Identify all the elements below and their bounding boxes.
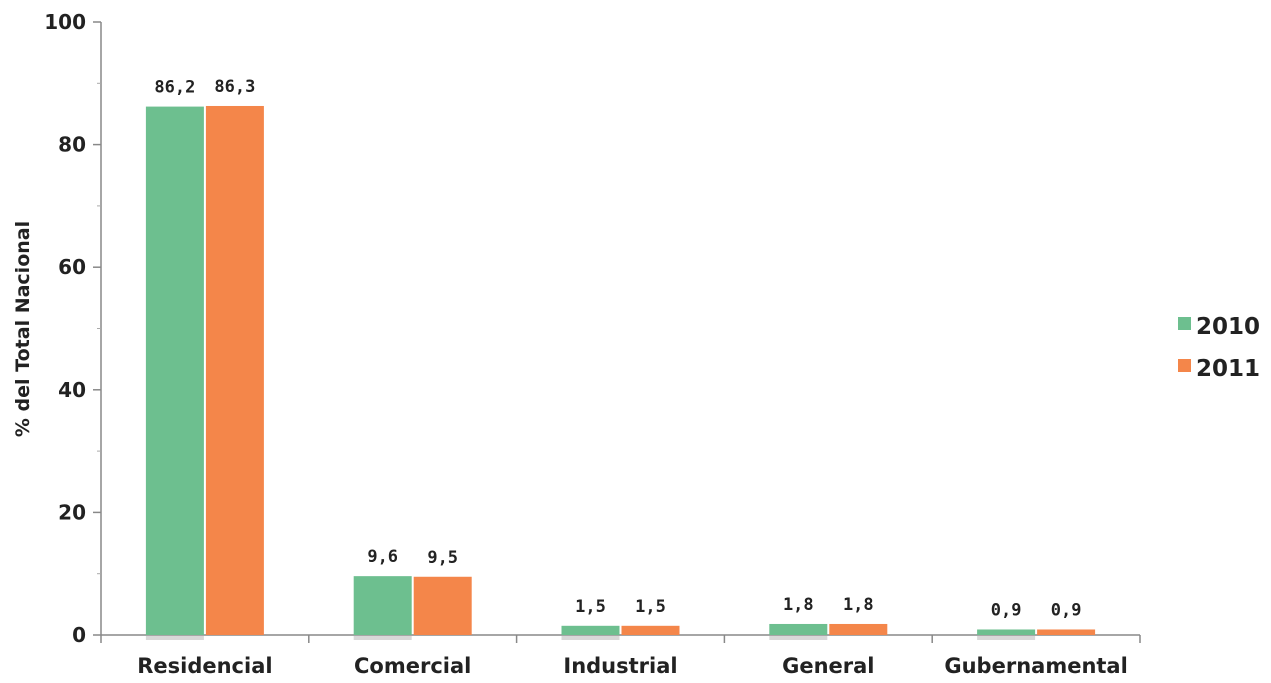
bar-2011-industrial xyxy=(621,625,680,635)
legend-swatch-2011 xyxy=(1178,359,1191,372)
x-tick-label: Gubernamental xyxy=(944,654,1127,678)
x-tick-label: Industrial xyxy=(563,654,677,678)
bar-shadow xyxy=(145,636,204,640)
x-tick-label: Residencial xyxy=(137,654,272,678)
y-tick-label: 20 xyxy=(58,500,86,524)
bar-2011-gubernamental xyxy=(1037,629,1096,635)
bar-shadow xyxy=(561,636,620,640)
legend-label-2010: 2010 xyxy=(1196,314,1260,340)
data-label: 1,5 xyxy=(635,597,666,617)
bar-shadow xyxy=(769,636,828,640)
axes: 0 20 40 60 80 100 xyxy=(44,10,1141,647)
bars xyxy=(145,105,1096,640)
legend: 2010 2011 xyxy=(1178,314,1260,382)
bar-2011-residencial xyxy=(205,105,264,635)
legend-label-2011: 2011 xyxy=(1196,356,1260,382)
y-tick-label: 100 xyxy=(44,10,86,34)
x-tick-label: Comercial xyxy=(354,654,471,678)
y-axis-label: % del Total Nacional xyxy=(12,221,34,437)
data-label: 0,9 xyxy=(991,600,1022,620)
y-tick-label: 40 xyxy=(58,378,86,402)
y-tick-label: 0 xyxy=(72,623,86,647)
bar-2011-general xyxy=(829,623,888,635)
legend-swatch-2010 xyxy=(1178,317,1191,330)
labels: 86,2 86,3 Residencial 9,6 9,5 Comercial 1,5 1,5… xyxy=(137,77,1128,678)
data-label: 86,3 xyxy=(214,77,255,97)
x-tick-label: General xyxy=(782,654,874,678)
data-label: 1,8 xyxy=(783,595,814,615)
bar-2010-residencial xyxy=(145,106,204,636)
bar-2010-industrial xyxy=(561,625,620,635)
bar-2010-comercial xyxy=(353,576,412,635)
data-label: 9,5 xyxy=(427,548,458,568)
y-tick-label: 80 xyxy=(58,133,86,157)
bar-2010-general xyxy=(769,623,828,635)
data-label: 1,5 xyxy=(575,597,606,617)
data-label: 0,9 xyxy=(1051,600,1082,620)
data-label: 1,8 xyxy=(843,595,874,615)
bar-shadow xyxy=(353,636,412,640)
y-tick-label: 60 xyxy=(58,255,86,279)
data-label: 86,2 xyxy=(154,78,195,98)
data-label: 9,6 xyxy=(367,547,398,567)
bar-shadow xyxy=(977,636,1036,640)
bar-2011-comercial xyxy=(413,576,472,635)
bar-2010-gubernamental xyxy=(977,629,1036,635)
